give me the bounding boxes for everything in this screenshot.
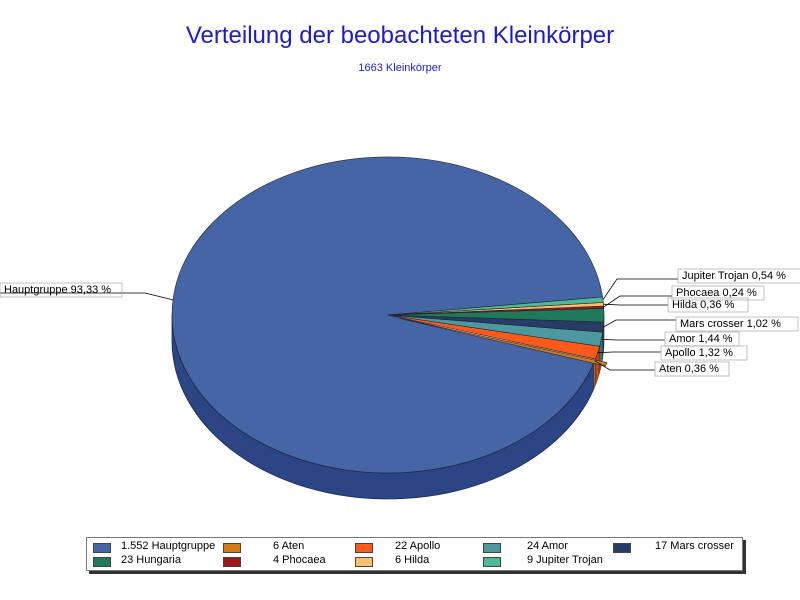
legend-swatch bbox=[613, 543, 631, 553]
leader-line-hauptgruppe bbox=[0, 292, 174, 301]
slice-label-box-mars-crosser bbox=[675, 316, 799, 332]
slice-label-box-phocaea bbox=[671, 285, 765, 301]
slice-label-box-hauptgruppe bbox=[0, 282, 123, 298]
slice-label-phocaea: Phocaea 0,24 % bbox=[676, 287, 757, 299]
legend-swatch bbox=[93, 557, 111, 567]
slice-label-aten: Aten 0,36 % bbox=[659, 363, 719, 375]
leader-line-jupiter-trojan bbox=[602, 278, 678, 300]
slice-label-jupiter-trojan: Jupiter Trojan 0,54 % bbox=[682, 270, 786, 282]
slice-label-apollo: Apollo 1,32 % bbox=[665, 347, 733, 359]
leader-line-aten bbox=[594, 360, 655, 371]
slice-jupiter-trojan bbox=[387, 296, 604, 316]
leader-line-apollo bbox=[597, 351, 661, 354]
legend-label: 6 Hilda bbox=[395, 554, 430, 566]
leader-line-mars-crosser bbox=[603, 319, 676, 328]
legend-swatch bbox=[355, 543, 373, 553]
slice-label-hilda: Hilda 0,36 % bbox=[672, 299, 735, 311]
legend-swatch bbox=[483, 543, 501, 553]
slice-label-box-amor bbox=[664, 331, 740, 347]
legend-label: 4 Phocaea bbox=[273, 554, 326, 566]
legend-swatch bbox=[223, 543, 241, 553]
slice-aten bbox=[399, 318, 608, 367]
pie-chart: Hauptgruppe 93,33 % Aten 0,36 % Apollo 1,3… bbox=[0, 156, 800, 500]
leader-line-amor bbox=[601, 338, 665, 341]
chart-subtitle: 1663 Kleinkörper bbox=[358, 62, 442, 74]
legend-swatch bbox=[223, 557, 241, 567]
legend-swatch bbox=[355, 557, 373, 567]
slice-label-box-aten bbox=[654, 361, 730, 377]
slice-label-mars-crosser: Mars crosser 1,02 % bbox=[680, 318, 781, 330]
legend-label: 6 Aten bbox=[273, 540, 305, 552]
legend-label: 9 Jupiter Trojan bbox=[527, 554, 603, 566]
legend-label: 23 Hungaria bbox=[121, 554, 181, 566]
legend-label: 17 Mars crosser bbox=[655, 540, 734, 552]
slice-label-box-hilda bbox=[667, 297, 749, 313]
legend-label: 1.552 Hauptgruppe bbox=[121, 540, 216, 552]
slice-label-amor: Amor 1,44 % bbox=[669, 333, 733, 345]
chart-legend: 1.552 Hauptgruppe 6 Aten 22 Apollo 24 Amor 1… bbox=[86, 537, 743, 571]
legend-swatch bbox=[483, 557, 501, 567]
chart-title: Verteilung der beobachteten Kleinkörper bbox=[185, 22, 615, 49]
leader-line-phocaea bbox=[603, 295, 672, 308]
slice-label-hauptgruppe: Hauptgruppe 93,33 % bbox=[4, 284, 111, 296]
slice-label-box-jupiter-trojan bbox=[677, 268, 800, 284]
leader-line-hilda bbox=[603, 303, 668, 306]
legend-label: 24 Amor bbox=[527, 540, 568, 552]
legend-label: 22 Apollo bbox=[395, 540, 441, 552]
legend-swatch bbox=[93, 543, 111, 553]
